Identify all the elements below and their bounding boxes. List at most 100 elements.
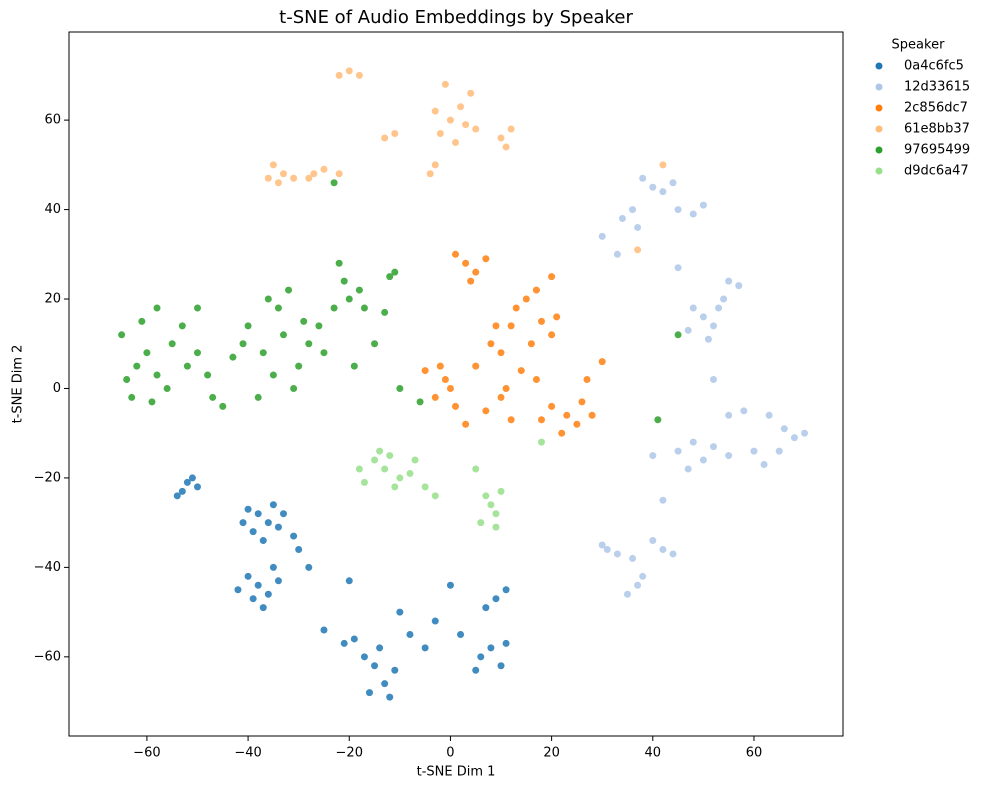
point — [674, 331, 682, 339]
point — [386, 693, 394, 701]
point — [689, 438, 697, 446]
point — [492, 510, 500, 518]
point — [193, 349, 201, 357]
point — [436, 362, 444, 370]
point — [123, 376, 131, 384]
point — [269, 501, 277, 509]
point — [492, 322, 500, 330]
point — [360, 304, 368, 312]
point — [613, 550, 621, 558]
point — [775, 447, 783, 455]
point — [431, 393, 439, 401]
point — [613, 250, 621, 258]
point — [396, 474, 404, 482]
legend-marker — [875, 146, 883, 154]
point — [335, 259, 343, 267]
point — [391, 483, 399, 491]
point — [335, 170, 343, 178]
point — [340, 639, 348, 647]
point — [446, 116, 454, 124]
point — [295, 545, 303, 553]
point — [583, 376, 591, 384]
point — [472, 268, 480, 276]
point — [537, 416, 545, 424]
point — [639, 174, 647, 182]
legend-marker — [875, 167, 883, 175]
point — [649, 183, 657, 191]
point — [760, 461, 768, 469]
point — [704, 335, 712, 343]
point — [411, 456, 419, 464]
point — [684, 326, 692, 334]
point — [659, 545, 667, 553]
point — [274, 304, 282, 312]
point — [350, 635, 358, 643]
legend-label: d9dc6a47 — [904, 164, 969, 179]
point — [153, 304, 161, 312]
point — [725, 452, 733, 460]
point — [689, 210, 697, 218]
point — [527, 340, 535, 348]
point — [391, 268, 399, 276]
point — [264, 590, 272, 598]
point — [497, 134, 505, 142]
point — [335, 71, 343, 79]
point — [269, 371, 277, 379]
point — [421, 483, 429, 491]
point — [431, 492, 439, 500]
point — [371, 456, 379, 464]
point — [709, 443, 717, 451]
point — [320, 165, 328, 173]
point — [295, 362, 303, 370]
x-axis-label: t-SNE Dim 1 — [417, 765, 496, 780]
point — [629, 554, 637, 562]
point — [345, 67, 353, 75]
point — [482, 407, 490, 415]
point — [669, 179, 677, 187]
point — [482, 604, 490, 612]
point — [264, 519, 272, 527]
point — [391, 130, 399, 138]
point — [396, 384, 404, 392]
point — [598, 541, 606, 549]
point — [345, 295, 353, 303]
point — [487, 644, 495, 652]
point — [239, 340, 247, 348]
point — [497, 393, 505, 401]
point — [310, 170, 318, 178]
point — [780, 425, 788, 433]
point — [300, 317, 308, 325]
point — [431, 617, 439, 625]
point — [204, 371, 212, 379]
point — [467, 277, 475, 285]
point — [558, 429, 566, 437]
x-tick-label: 0 — [446, 746, 454, 761]
point — [654, 416, 662, 424]
point — [371, 662, 379, 670]
point — [143, 349, 151, 357]
legend-label: 12d33615 — [904, 80, 970, 95]
y-tick-label: −40 — [34, 560, 61, 575]
y-tick-label: 60 — [44, 113, 61, 128]
legend-marker — [875, 125, 883, 133]
point — [699, 201, 707, 209]
point — [578, 398, 586, 406]
point — [462, 420, 470, 428]
y-tick-label: −60 — [34, 649, 61, 664]
point — [659, 496, 667, 504]
point — [492, 595, 500, 603]
point — [603, 545, 611, 553]
point — [118, 331, 126, 339]
point — [462, 121, 470, 129]
point — [305, 340, 313, 348]
point — [279, 331, 287, 339]
legend-title: Speaker — [892, 38, 946, 53]
point — [674, 447, 682, 455]
point — [376, 644, 384, 652]
point — [512, 304, 520, 312]
point — [750, 447, 758, 455]
point — [290, 532, 298, 540]
point — [517, 367, 525, 375]
point — [623, 590, 631, 598]
point — [457, 103, 465, 111]
